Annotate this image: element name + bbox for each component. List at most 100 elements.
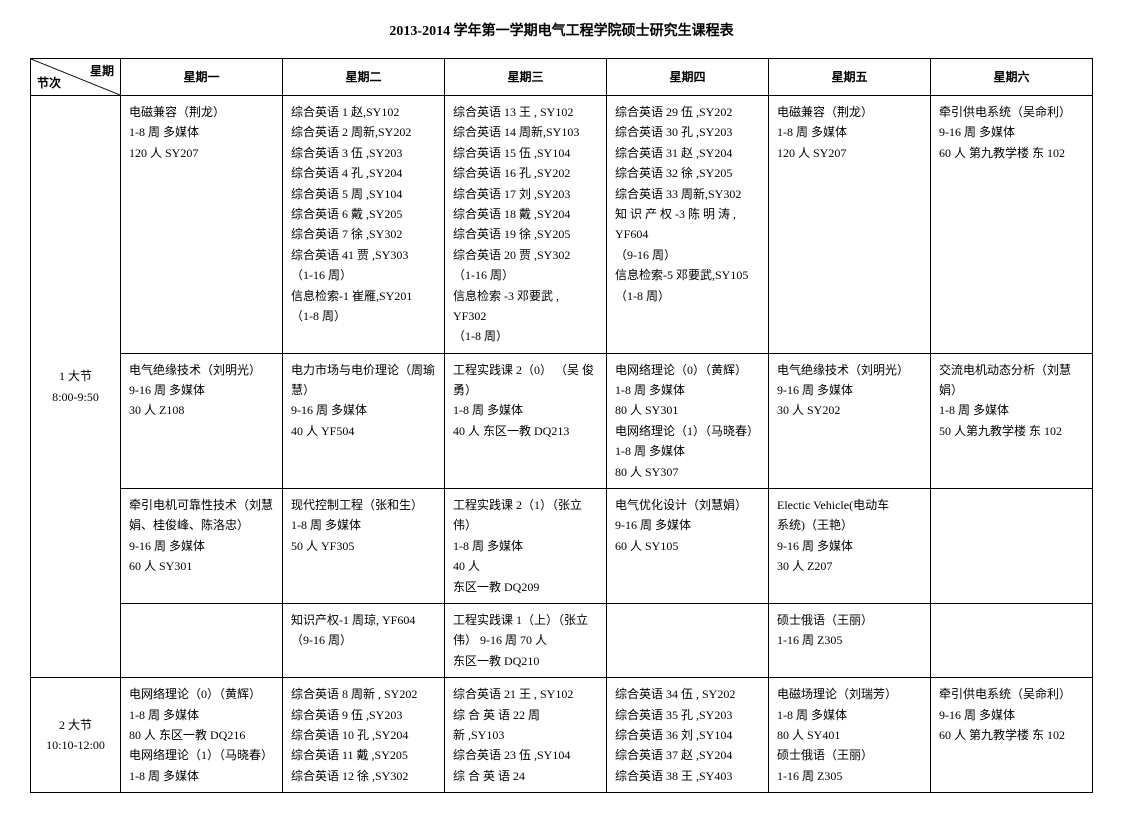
- course-line: 40 人 东区一教 DQ213: [453, 421, 598, 441]
- course-line: （1-8 周）: [291, 306, 436, 326]
- course-cell: [931, 603, 1093, 677]
- course-line: Electic Vehicle(电动车: [777, 495, 922, 515]
- course-cell: 电磁兼容（荆龙）1-8 周 多媒体120 人 SY207: [769, 96, 931, 354]
- course-cell: 综合英语 1 赵,SY102综合英语 2 周新,SY202综合英语 3 伍 ,S…: [283, 96, 445, 354]
- course-line: 综合英语 34 伍 , SY202: [615, 684, 760, 704]
- day-header: 星期一: [121, 59, 283, 96]
- course-line: （1-16 周）: [291, 265, 436, 285]
- course-cell: 牵引供电系统（吴命利）9-16 周 多媒体60 人 第九教学楼 东 102: [931, 96, 1093, 354]
- course-line: 综合英语 4 孔 ,SY204: [291, 163, 436, 183]
- course-line: 80 人 SY401: [777, 725, 922, 745]
- course-cell: 工程实践课 2（0） （吴 俊勇）1-8 周 多媒体40 人 东区一教 DQ21…: [445, 353, 607, 488]
- course-line: 综合英语 5 周 ,SY104: [291, 184, 436, 204]
- course-line: 30 人 Z207: [777, 556, 922, 576]
- course-line: 9-16 周 多媒体: [939, 705, 1084, 725]
- course-line: 电气绝缘技术（刘明光）: [129, 360, 274, 380]
- header-row: 星期 节次 星期一 星期二 星期三 星期四 星期五 星期六: [31, 59, 1093, 96]
- course-line: 电网络理论（1）（马晓春）: [129, 745, 274, 765]
- course-cell: 综合英语 8 周新 , SY202综合英语 9 伍 ,SY203综合英语 10 …: [283, 678, 445, 793]
- course-line: 综合英语 18 戴 ,SY204: [453, 204, 598, 224]
- course-line: 牵引供电系统（吴命利）: [939, 684, 1084, 704]
- course-line: 1-8 周 多媒体: [291, 515, 436, 535]
- course-line: 综合英语 3 伍 ,SY203: [291, 143, 436, 163]
- course-line: 电磁兼容（荆龙）: [777, 102, 922, 122]
- course-cell: 知识产权-1 周琼, YF604（9-16 周）: [283, 603, 445, 677]
- page-title: 2013-2014 学年第一学期电气工程学院硕士研究生课程表: [30, 20, 1093, 40]
- course-line: （1-16 周）: [453, 265, 598, 285]
- course-line: 电磁兼容（荆龙）: [129, 102, 274, 122]
- course-cell: 综合英语 13 王 , SY102综合英语 14 周新,SY103综合英语 15…: [445, 96, 607, 354]
- course-line: 工程实践课 2（0） （吴 俊: [453, 360, 598, 380]
- course-cell: 电磁兼容（荆龙）1-8 周 多媒体120 人 SY207: [121, 96, 283, 354]
- course-line: 综合英语 32 徐 ,SY205: [615, 163, 760, 183]
- course-line: （1-8 周）: [453, 326, 598, 346]
- course-line: 现代控制工程（张和生）: [291, 495, 436, 515]
- table-row: 牵引电机可靠性技术（刘慧娟、桂俊峰、陈洛忠）9-16 周 多媒体60 人 SY3…: [31, 489, 1093, 604]
- course-cell: 电气优化设计（刘慧娟）9-16 周 多媒体60 人 SY105: [607, 489, 769, 604]
- course-line: 电磁场理论（刘瑞芳）: [777, 684, 922, 704]
- course-line: 电力市场与电价理论（周瑜慧）: [291, 360, 436, 401]
- course-cell: 电磁场理论（刘瑞芳）1-8 周 多媒体80 人 SY401硕士俄语（王丽）1-1…: [769, 678, 931, 793]
- day-header: 星期二: [283, 59, 445, 96]
- course-line: 80 人 东区一教 DQ216: [129, 725, 274, 745]
- course-line: 80 人 SY307: [615, 462, 760, 482]
- course-line: 40 人 YF504: [291, 421, 436, 441]
- course-line: 1-8 周 多媒体: [453, 400, 598, 420]
- course-line: 30 人 SY202: [777, 400, 922, 420]
- course-line: 综合英语 41 贾 ,SY303: [291, 245, 436, 265]
- course-line: 9-16 周 多媒体: [129, 536, 274, 556]
- course-line: 1-8 周 多媒体: [615, 441, 760, 461]
- course-line: 系统)（王艳）: [777, 515, 922, 535]
- course-line: 综合英语 6 戴 ,SY205: [291, 204, 436, 224]
- course-cell: 电网络理论（0）（黄辉） 1-8 周 多媒体 80 人 东区一教 DQ216电网络理…: [121, 678, 283, 793]
- course-line: 1-8 周 多媒体: [939, 400, 1084, 420]
- course-line: 1-8 周 多媒体: [777, 122, 922, 142]
- course-line: 牵引电机可靠性技术（刘慧: [129, 495, 274, 515]
- table-row: 知识产权-1 周琼, YF604（9-16 周）工程实践课 1（上）（张立伟） …: [31, 603, 1093, 677]
- course-line: 综合英语 33 周新,SY302: [615, 184, 760, 204]
- course-line: 综合英语 7 徐 ,SY302: [291, 224, 436, 244]
- course-line: 综 合 英 语 24: [453, 766, 598, 786]
- course-cell: 综合英语 21 王 , SY102综 合 英 语 22 周新 ,SY103综合英…: [445, 678, 607, 793]
- course-line: YF302: [453, 306, 598, 326]
- course-line: 硕士俄语（王丽）: [777, 610, 922, 630]
- course-line: 综合英语 30 孔 ,SY203: [615, 122, 760, 142]
- course-cell: [931, 489, 1093, 604]
- course-line: 信息检索 -3 邓要武 ,: [453, 286, 598, 306]
- course-line: 牵引供电系统（吴命利）: [939, 102, 1084, 122]
- course-line: 综合英语 20 贾 ,SY302: [453, 245, 598, 265]
- course-cell: 工程实践课 2（1）（张立伟）1-8 周 多媒体40 人东区一教 DQ209: [445, 489, 607, 604]
- course-cell: [121, 603, 283, 677]
- course-line: 娟）: [939, 380, 1084, 400]
- day-header: 星期四: [607, 59, 769, 96]
- course-line: 30 人 Z108: [129, 400, 274, 420]
- course-line: 综合英语 13 王 , SY102: [453, 102, 598, 122]
- course-line: 1-8 周 多媒体: [129, 122, 274, 142]
- course-line: 交流电机动态分析（刘慧: [939, 360, 1084, 380]
- course-line: 综合英语 2 周新,SY202: [291, 122, 436, 142]
- course-cell: [607, 603, 769, 677]
- course-line: 1-16 周 Z305: [777, 766, 922, 786]
- course-line: 1-8 周 多媒体: [129, 766, 274, 786]
- period-time: 10:10-12:00: [39, 735, 112, 755]
- course-line: 综合英语 23 伍 ,SY104: [453, 745, 598, 765]
- course-line: 60 人 SY105: [615, 536, 760, 556]
- course-line: 80 人 SY301: [615, 400, 760, 420]
- course-line: 新 ,SY103: [453, 725, 598, 745]
- course-line: 综合英语 16 孔 ,SY202: [453, 163, 598, 183]
- course-line: 东区一教 DQ210: [453, 651, 598, 671]
- course-line: （9-16 周）: [615, 245, 760, 265]
- course-line: 综合英语 31 赵 ,SY204: [615, 143, 760, 163]
- course-line: 伟）: [453, 515, 598, 535]
- course-line: 综合英语 8 周新 , SY202: [291, 684, 436, 704]
- course-cell: 综合英语 34 伍 , SY202综合英语 35 孔 ,SY203综合英语 36…: [607, 678, 769, 793]
- period-cell: 1 大节8:00-9:50: [31, 96, 121, 678]
- course-line: 1-16 周 Z305: [777, 630, 922, 650]
- course-line: 60 人 第九教学楼 东 102: [939, 725, 1084, 745]
- course-line: 40 人: [453, 556, 598, 576]
- period-label: 1 大节: [39, 366, 112, 386]
- course-line: 综合英语 36 刘 ,SY104: [615, 725, 760, 745]
- day-header: 星期三: [445, 59, 607, 96]
- course-line: 电网络理论（0）（黄辉）: [129, 684, 274, 704]
- course-line: 信息检索-1 崔雁,SY201: [291, 286, 436, 306]
